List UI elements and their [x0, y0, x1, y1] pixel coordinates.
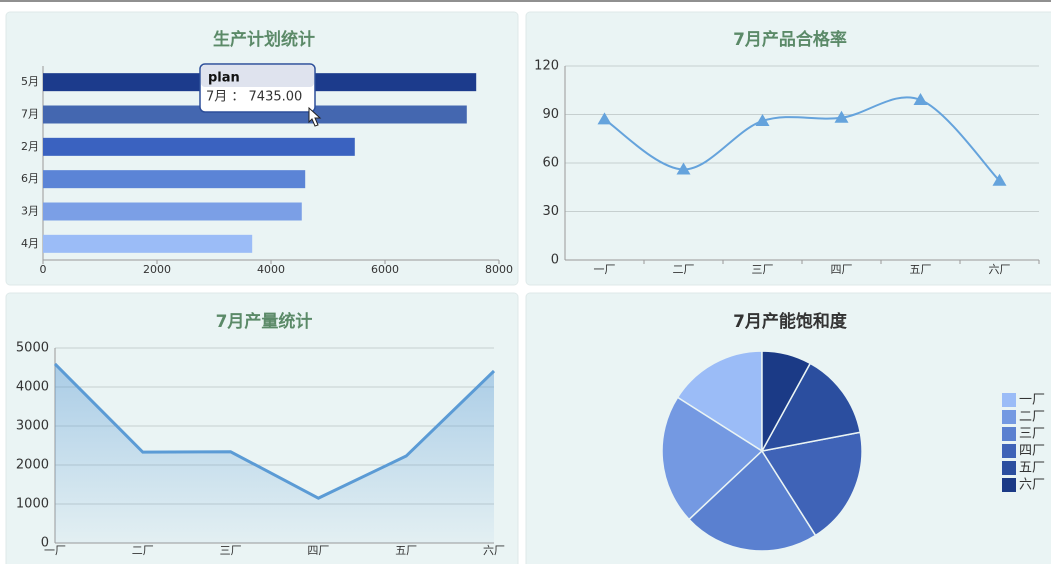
x-tick-label: 四厂 — [831, 263, 853, 276]
y-tick-label: 6月 — [21, 172, 39, 185]
legend-label: 一厂 — [1019, 393, 1045, 408]
tooltip: plan 7月 ： 7435.00 — [199, 63, 322, 127]
legend-label: 六厂 — [1019, 478, 1045, 493]
marker — [834, 110, 849, 123]
bar — [43, 234, 253, 253]
x-tick-label: 一厂 — [594, 263, 616, 276]
y-tick-label: 4月 — [21, 237, 39, 250]
marker — [913, 92, 928, 105]
y-tick-label: 3000 — [16, 419, 49, 434]
x-tick-label: 二厂 — [132, 544, 154, 557]
legend-label: 二厂 — [1019, 410, 1045, 425]
chart-title: 7月产品合格率 — [733, 29, 847, 50]
marker — [755, 113, 770, 126]
x-tick-label: 三厂 — [752, 263, 774, 276]
pie-slice — [661, 396, 764, 521]
x-tick-label: 0 — [40, 263, 47, 276]
line — [53, 362, 496, 500]
x-tick-label: 2000 — [143, 263, 171, 276]
x-tick-label: 4000 — [257, 263, 285, 276]
pie-slice — [688, 449, 817, 552]
x-tick-label: 三厂 — [220, 544, 242, 557]
y-tick-label: 5000 — [16, 341, 49, 356]
marker — [676, 162, 691, 175]
legend-swatch — [1002, 427, 1016, 441]
marker — [597, 112, 612, 125]
y-tick-label: 2月 — [21, 140, 39, 153]
bar — [43, 170, 306, 189]
area — [55, 363, 494, 543]
y-tick-label: 5月 — [21, 75, 39, 88]
y-tick-label: 7月 — [21, 108, 39, 121]
x-tick-label: 六厂 — [989, 263, 1011, 276]
y-tick-label: 60 — [542, 156, 559, 171]
legend-label: 五厂 — [1019, 461, 1045, 476]
legend-swatch — [1002, 444, 1016, 458]
legend-label: 四厂 — [1019, 444, 1045, 459]
bar — [43, 105, 467, 124]
bar — [43, 202, 302, 221]
tooltip-text: 7月 ： 7435.00 — [206, 90, 302, 105]
line — [603, 96, 1001, 182]
x-tick-label: 四厂 — [307, 544, 329, 557]
x-tick-label: 五厂 — [910, 263, 932, 276]
x-tick-label: 六厂 — [483, 544, 505, 557]
pie-slice — [761, 350, 812, 452]
y-tick-label: 90 — [542, 107, 559, 122]
y-tick-label: 120 — [534, 59, 559, 74]
chart-title: 7月产能饱和度 — [733, 311, 848, 332]
x-tick-label: 一厂 — [44, 544, 66, 557]
legend-label: 三厂 — [1019, 427, 1045, 442]
y-tick-label: 0 — [41, 536, 49, 551]
legend-swatch — [1002, 410, 1016, 424]
pie-slice — [760, 362, 862, 453]
y-tick-label: 1000 — [16, 497, 49, 512]
x-tick-label: 8000 — [485, 263, 513, 276]
tooltip-title: plan — [208, 71, 240, 86]
pie-slice — [676, 350, 763, 453]
y-tick-label: 2000 — [16, 458, 49, 473]
legend-swatch — [1002, 393, 1016, 407]
y-tick-label: 4000 — [16, 380, 49, 395]
bar — [43, 137, 355, 156]
y-tick-label: 0 — [551, 253, 559, 268]
marker — [992, 173, 1007, 186]
cursor — [308, 106, 322, 127]
panel — [525, 11, 1051, 286]
legend-swatch — [1002, 478, 1016, 492]
legend-swatch — [1002, 461, 1016, 475]
x-tick-label: 二厂 — [673, 263, 695, 276]
chart-title: 7月产量统计 — [216, 311, 313, 332]
tooltip-header — [201, 65, 314, 87]
pie-slice — [760, 431, 863, 537]
y-tick-label: 3月 — [21, 205, 39, 218]
chart-title: 生产计划统计 — [213, 29, 315, 50]
x-tick-label: 五厂 — [395, 544, 417, 557]
x-tick-label: 6000 — [371, 263, 399, 276]
y-tick-label: 30 — [542, 204, 559, 219]
